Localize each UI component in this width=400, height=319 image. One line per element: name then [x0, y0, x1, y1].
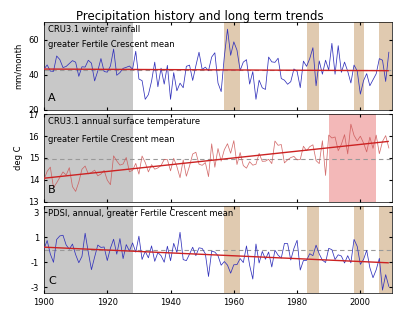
Text: greater Fertile Crescent mean: greater Fertile Crescent mean — [48, 40, 175, 49]
Bar — [44, 22, 132, 110]
Bar — [44, 114, 132, 202]
Bar — [44, 206, 132, 293]
Text: greater Fertile Crescent mean: greater Fertile Crescent mean — [48, 135, 175, 144]
Bar — [354, 22, 364, 110]
Text: B: B — [48, 185, 56, 195]
Bar — [306, 22, 319, 110]
Bar — [329, 114, 376, 202]
Bar — [379, 206, 392, 293]
Bar — [379, 22, 392, 110]
Text: CRU3.1 winter rainfall: CRU3.1 winter rainfall — [48, 25, 140, 34]
Text: PDSI, annual, greater Fertile Crescent mean: PDSI, annual, greater Fertile Crescent m… — [48, 209, 234, 218]
Bar — [306, 206, 319, 293]
Bar — [224, 206, 240, 293]
Text: C: C — [48, 277, 56, 286]
Bar — [354, 206, 364, 293]
Y-axis label: mm/month: mm/month — [14, 43, 23, 89]
Text: A: A — [48, 93, 56, 103]
Text: Precipitation history and long term trends: Precipitation history and long term tren… — [76, 10, 324, 23]
Bar — [224, 22, 240, 110]
Y-axis label: deg C: deg C — [14, 146, 23, 170]
Text: CRU3.1 annual surface temperature: CRU3.1 annual surface temperature — [48, 117, 200, 126]
